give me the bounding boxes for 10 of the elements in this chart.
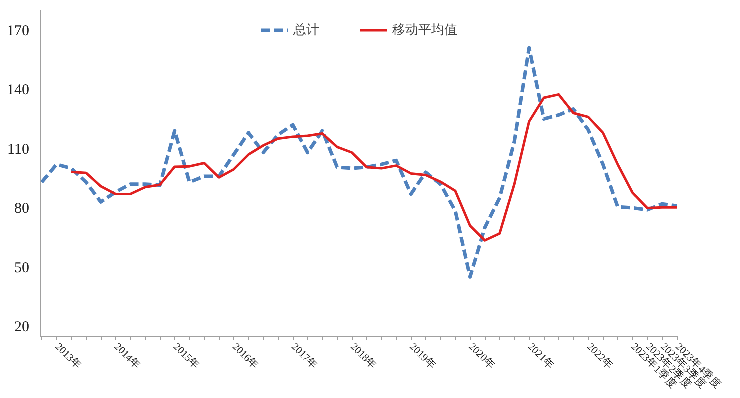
y-tick-label: 50 xyxy=(14,260,30,276)
legend-label: 移动平均值 xyxy=(392,22,458,39)
y-tick-label: 80 xyxy=(14,201,30,218)
y-tick-label: 110 xyxy=(8,142,30,158)
line-series xyxy=(40,46,678,279)
y-tick-label: 140 xyxy=(7,82,30,99)
line-series xyxy=(70,93,678,242)
y-tick-label: 170 xyxy=(7,23,30,40)
y-tick-label: 20 xyxy=(14,320,30,336)
legend-label: 总计 xyxy=(294,22,320,39)
